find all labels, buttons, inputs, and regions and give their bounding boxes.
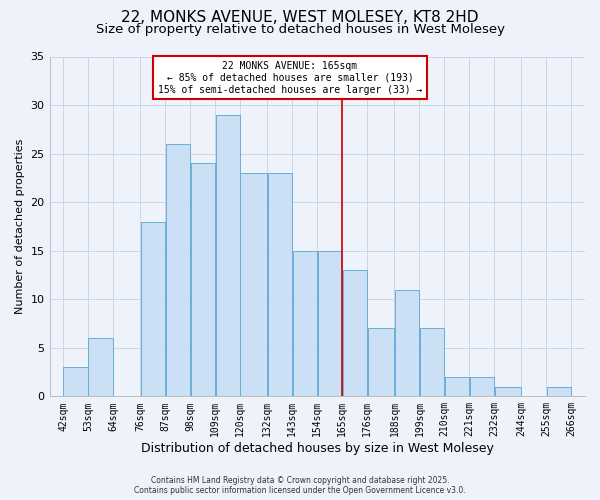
Text: Size of property relative to detached houses in West Molesey: Size of property relative to detached ho… bbox=[95, 22, 505, 36]
Bar bbox=[470, 377, 494, 396]
Bar bbox=[293, 250, 317, 396]
Bar bbox=[317, 250, 342, 396]
Bar bbox=[268, 173, 292, 396]
Bar bbox=[88, 338, 113, 396]
Text: Contains HM Land Registry data © Crown copyright and database right 2025.
Contai: Contains HM Land Registry data © Crown c… bbox=[134, 476, 466, 495]
Bar bbox=[343, 270, 367, 396]
Bar bbox=[166, 144, 190, 397]
Y-axis label: Number of detached properties: Number of detached properties bbox=[15, 138, 25, 314]
X-axis label: Distribution of detached houses by size in West Molesey: Distribution of detached houses by size … bbox=[141, 442, 494, 455]
Bar bbox=[420, 328, 444, 396]
Bar bbox=[215, 115, 240, 396]
Bar bbox=[241, 173, 267, 396]
Bar bbox=[547, 386, 571, 396]
Bar bbox=[445, 377, 469, 396]
Bar bbox=[395, 290, 419, 397]
Bar bbox=[368, 328, 394, 396]
Text: 22, MONKS AVENUE, WEST MOLESEY, KT8 2HD: 22, MONKS AVENUE, WEST MOLESEY, KT8 2HD bbox=[121, 10, 479, 25]
Text: 22 MONKS AVENUE: 165sqm
← 85% of detached houses are smaller (193)
15% of semi-d: 22 MONKS AVENUE: 165sqm ← 85% of detache… bbox=[158, 62, 422, 94]
Bar bbox=[494, 386, 521, 396]
Bar bbox=[191, 164, 215, 396]
Bar bbox=[64, 367, 88, 396]
Bar bbox=[140, 222, 165, 396]
